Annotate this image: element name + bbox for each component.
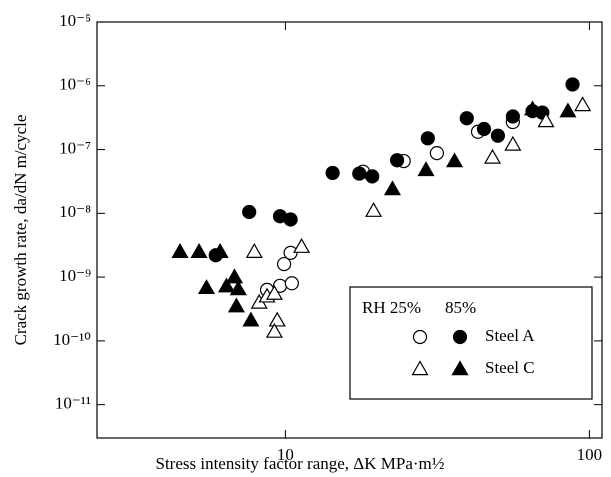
point — [242, 204, 257, 220]
point — [225, 268, 244, 284]
y-tick-label: 10⁻⁹ — [59, 266, 91, 285]
legend-marker — [452, 329, 468, 345]
y-tick-label: 10⁻⁸ — [59, 202, 91, 221]
y-axis-label: Crack growth rate, da/dN m/cycle — [11, 115, 30, 346]
legend-box — [349, 286, 593, 400]
y-tick-label: 10⁻⁵ — [59, 11, 91, 30]
point — [293, 237, 311, 253]
y-tick-label: 10⁻⁷ — [59, 138, 91, 157]
y-tick-label: 10⁻⁶ — [59, 75, 91, 94]
legend-label: Steel C — [485, 358, 535, 377]
x-tick-label: 100 — [577, 445, 603, 464]
point — [242, 311, 260, 327]
legend-marker — [451, 360, 469, 376]
point — [537, 112, 555, 128]
y-tick-label: 10⁻¹⁰ — [53, 330, 91, 349]
legend-marker — [412, 329, 428, 345]
point — [352, 166, 367, 181]
point — [365, 201, 383, 217]
point — [383, 180, 402, 196]
point — [325, 165, 340, 181]
point — [276, 256, 292, 272]
point — [524, 100, 542, 116]
point — [420, 131, 435, 146]
point — [559, 102, 577, 118]
point — [217, 277, 236, 293]
point — [417, 161, 435, 177]
x-axis-label: Stress intensity factor range, ΔK MPa·m½ — [155, 454, 444, 473]
legend-column: 85% — [445, 298, 476, 317]
point — [171, 243, 189, 258]
point — [505, 109, 520, 124]
legend-label: Steel A — [485, 326, 535, 345]
point — [459, 111, 474, 126]
point — [227, 297, 245, 313]
point — [429, 145, 445, 161]
point — [476, 121, 492, 137]
point — [284, 276, 299, 291]
point — [504, 135, 522, 151]
point — [490, 128, 506, 143]
point — [229, 280, 247, 296]
plot-frame — [96, 21, 603, 439]
point — [389, 153, 405, 168]
point — [197, 279, 216, 295]
point — [565, 77, 580, 92]
point — [445, 152, 464, 168]
legend-column: RH 25% — [362, 298, 421, 317]
point — [268, 311, 286, 327]
x-tick-label: 10 — [277, 445, 294, 464]
legend-marker — [411, 360, 429, 376]
point — [483, 148, 502, 164]
point — [365, 169, 380, 184]
point — [265, 322, 283, 338]
point — [245, 243, 263, 258]
point — [265, 284, 283, 300]
y-tick-label: 10⁻¹¹ — [55, 394, 91, 413]
point — [190, 243, 208, 258]
point — [283, 212, 298, 227]
point — [574, 96, 592, 112]
point — [211, 243, 229, 258]
